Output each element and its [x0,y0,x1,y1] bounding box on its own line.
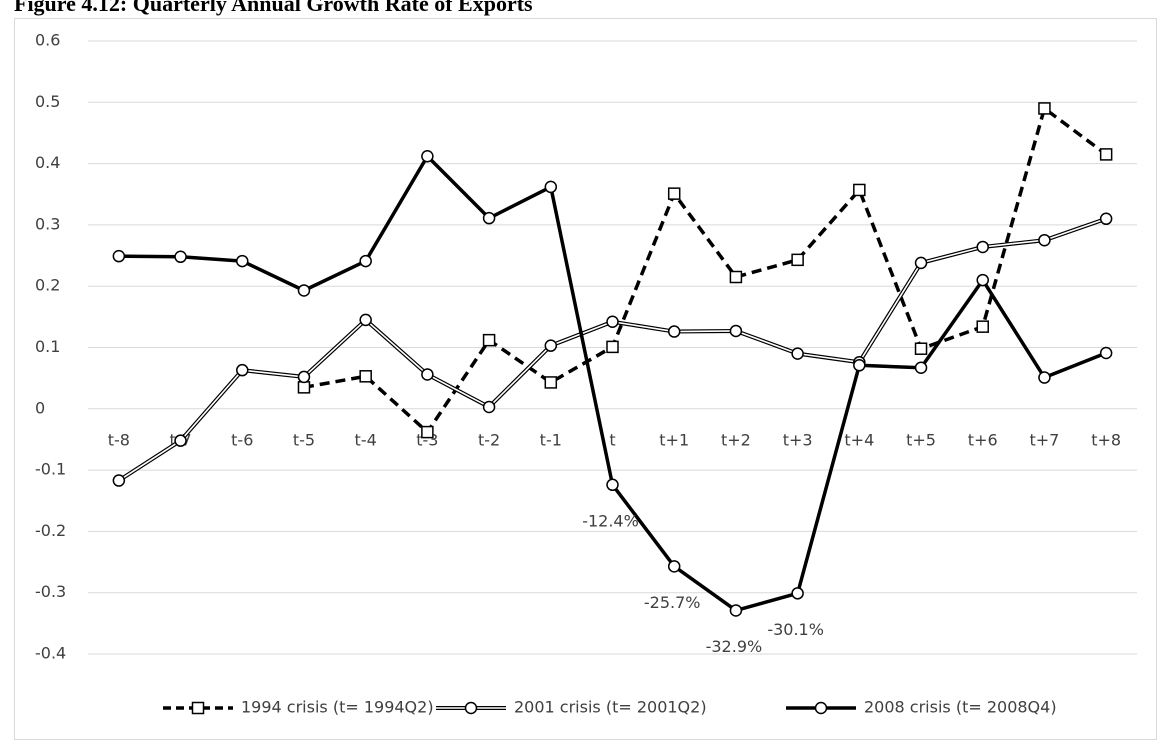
chart-frame [14,18,1157,740]
y-tick-label: 0.4 [35,153,60,172]
marker [421,149,434,163]
marker [359,370,372,383]
marker [791,253,804,267]
data-label: -32.9% [706,637,763,656]
legend-label: 2001 crisis (t= 2001Q2) [514,698,707,717]
marker [1038,102,1051,115]
marker [667,325,681,338]
marker [791,587,804,600]
x-tick-label: t-1 [540,430,562,449]
chart-title: Figure 4.12: Quarterly Annual Growth Rat… [14,0,533,16]
marker [174,250,187,264]
marker [729,604,743,617]
marker [297,381,311,394]
legend-marker [464,701,478,715]
data-label: -30.1% [767,620,824,639]
x-tick-label: t-5 [293,430,315,449]
marker [174,434,187,447]
marker [359,254,372,268]
marker [421,368,434,381]
marker [606,340,619,354]
data-label: -25.7% [644,593,701,612]
marker [297,370,311,384]
marker [482,333,496,347]
marker [667,187,681,200]
marker [853,183,866,197]
data-label: -12.4% [582,511,639,530]
marker [976,240,989,254]
marker [112,249,126,263]
x-tick-label: t+3 [783,430,813,449]
marker [729,270,743,284]
y-tick-label: 0.3 [35,214,60,233]
x-tick-label: t-2 [478,430,500,449]
marker [544,339,558,352]
x-tick-label: t+2 [721,430,751,449]
marker [914,256,928,270]
legend-marker [814,701,828,715]
marker [1099,148,1113,161]
y-tick-label: 0.2 [35,276,60,295]
marker [236,254,249,268]
y-tick-label: 0 [35,398,45,417]
y-tick-label: -0.1 [35,460,66,479]
y-tick-label: -0.2 [35,521,66,540]
y-tick-label: 0.5 [35,92,60,111]
marker [1038,233,1051,247]
marker [112,474,126,487]
x-tick-label: t+7 [1030,430,1060,449]
y-tick-label: -0.4 [35,644,66,663]
marker [1099,346,1113,360]
legend-marker [191,701,205,715]
x-tick-label: t+1 [659,430,689,449]
marker [297,284,311,297]
marker [976,320,989,333]
marker [914,342,928,355]
marker [606,315,619,329]
marker [421,425,434,439]
marker [482,211,496,225]
y-tick-label: -0.3 [35,582,66,601]
marker [667,560,681,573]
marker [606,478,619,492]
marker [791,347,804,360]
y-tick-label: 0.6 [35,31,60,50]
legend-label: 1994 crisis (t= 1994Q2) [241,698,434,717]
marker [236,363,249,377]
legend-label: 2008 crisis (t= 2008Q4) [864,698,1057,717]
marker [914,361,928,374]
y-tick-label: 0.1 [35,337,60,356]
marker [544,376,558,389]
marker [729,324,743,338]
x-tick-label: t-8 [108,430,130,449]
x-tick-label: t+6 [968,430,998,449]
series-line [303,106,1108,434]
x-tick-label: t+5 [906,430,936,449]
marker [482,400,496,414]
marker [976,273,989,287]
marker [1099,212,1113,226]
marker [359,313,372,327]
x-tick-label: t+8 [1091,430,1121,449]
x-tick-label: t-4 [355,430,377,449]
x-tick-label: t+4 [844,430,874,449]
x-tick-label: t [609,430,615,449]
marker [853,359,866,372]
marker [1038,371,1051,384]
marker [544,180,558,194]
x-tick-label: t-6 [231,430,253,449]
